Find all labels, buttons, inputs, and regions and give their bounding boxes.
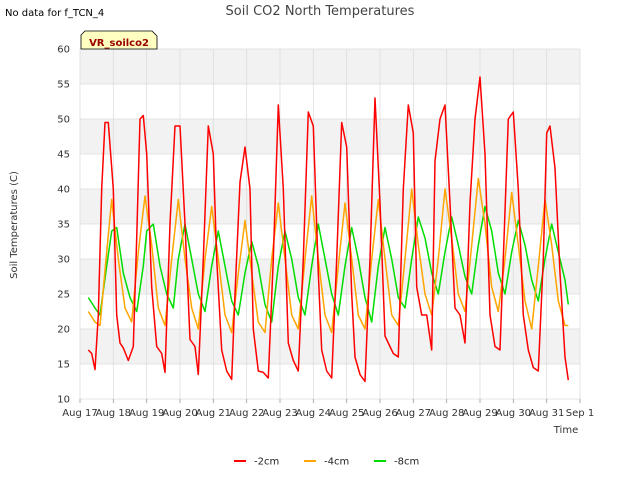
x-tick-label: Aug 29 xyxy=(462,408,497,419)
y-tick-label: 25 xyxy=(57,290,70,301)
x-tick-label: Aug 31 xyxy=(529,408,564,419)
legend-item: -8cm xyxy=(374,457,419,468)
x-axis-label: Time xyxy=(553,425,578,436)
y-tick-label: 20 xyxy=(57,325,70,336)
x-tick-label: Aug 20 xyxy=(162,408,197,419)
plot-background xyxy=(80,49,580,399)
y-axis-label: Soil Temperatures (C) xyxy=(9,171,20,279)
x-tick-label: Aug 18 xyxy=(96,408,131,419)
series-line-4cm xyxy=(87,177,569,334)
no-data-note: No data for f_TCN_4 xyxy=(5,8,105,19)
y-tick-label: 55 xyxy=(57,80,70,91)
x-tick-label: Aug 25 xyxy=(329,408,364,419)
legend-label: -2cm xyxy=(254,457,279,468)
plot-band xyxy=(80,329,580,364)
series-line-2cm xyxy=(87,76,570,383)
x-tick-label: Aug 28 xyxy=(429,408,464,419)
x-tick-label: Aug 26 xyxy=(362,408,397,419)
y-tick-label: 10 xyxy=(57,395,70,406)
plot-band xyxy=(80,49,580,84)
y-tick-label: 40 xyxy=(57,185,70,196)
x-tick-label: Aug 27 xyxy=(396,408,431,419)
plot-band xyxy=(80,189,580,224)
legend-label: -4cm xyxy=(324,457,349,468)
grid-lines xyxy=(79,48,581,400)
y-tick-label: 60 xyxy=(57,45,70,56)
series-lines xyxy=(87,76,570,383)
badge: VR_soilco2 xyxy=(80,30,158,50)
y-tick-label: 15 xyxy=(57,360,70,371)
x-tick-label: Sep 1 xyxy=(566,408,594,419)
y-axis-ticks: 10 15 20 25 30 35 40 45 50 55 60 xyxy=(57,45,70,406)
legend: -2cm -4cm -8cm xyxy=(234,457,419,468)
y-tick-label: 35 xyxy=(57,220,70,231)
y-tick-label: 30 xyxy=(57,255,70,266)
x-tick-label: Aug 19 xyxy=(129,408,164,419)
legend-label: -8cm xyxy=(394,457,419,468)
x-tick-label: Aug 24 xyxy=(296,408,331,419)
series-line-8cm xyxy=(87,205,570,323)
x-tick-label: Aug 21 xyxy=(196,408,231,419)
x-tick-label: Aug 23 xyxy=(262,408,297,419)
plot-band xyxy=(80,119,580,154)
y-tick-label: 50 xyxy=(57,115,70,126)
legend-item: -4cm xyxy=(304,457,349,468)
legend-item: -2cm xyxy=(234,457,279,468)
badge-label: VR_soilco2 xyxy=(89,38,149,49)
chart-title: Soil CO2 North Temperatures xyxy=(226,4,415,19)
x-tick-label: Aug 22 xyxy=(229,408,264,419)
x-tick-label: Aug 17 xyxy=(62,408,97,419)
x-tick-label: Aug 30 xyxy=(496,408,531,419)
y-tick-label: 45 xyxy=(57,150,70,161)
